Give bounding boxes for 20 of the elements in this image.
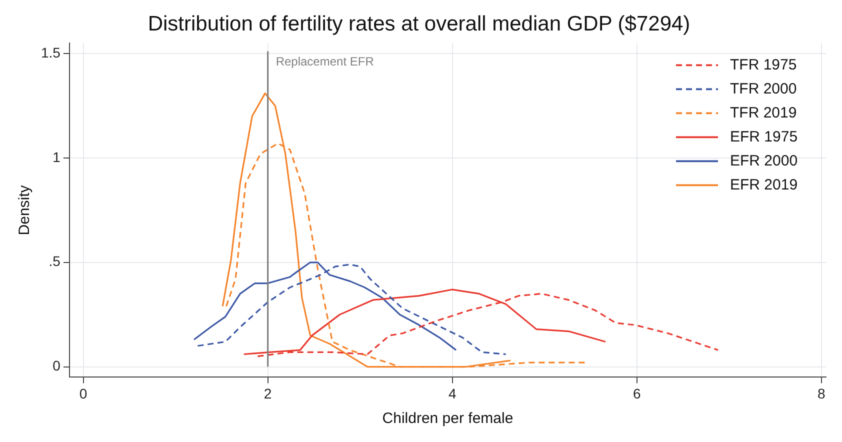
x-tick-label: 0: [79, 385, 88, 402]
y-tick-label: .5: [48, 253, 61, 270]
legend-label: TFR 1975: [730, 56, 797, 74]
y-tick-label: 1: [52, 148, 61, 165]
x-tick-label: 8: [817, 385, 826, 402]
chart-title: Distribution of fertility rates at overall median GDP ($7294): [148, 12, 690, 36]
y-tick-label: 1.5: [40, 44, 61, 60]
legend-label: EFR 2019: [730, 176, 798, 194]
ref-line-label: Replacement EFR: [276, 54, 374, 69]
x-tick-label: 6: [632, 385, 641, 402]
legend-label: TFR 2019: [730, 104, 797, 122]
line-series: [196, 264, 507, 356]
x-tick-label: 2: [264, 385, 272, 402]
legend-label: EFR 2000: [730, 152, 798, 170]
y-tick-label: 0: [52, 358, 61, 374]
legend-label: EFR 1975: [730, 128, 798, 146]
x-tick-label: 4: [448, 385, 456, 402]
x-axis-title: Children per female: [382, 410, 514, 428]
legend-label: TFR 2000: [730, 80, 797, 98]
y-axis-title: Density: [16, 184, 34, 236]
